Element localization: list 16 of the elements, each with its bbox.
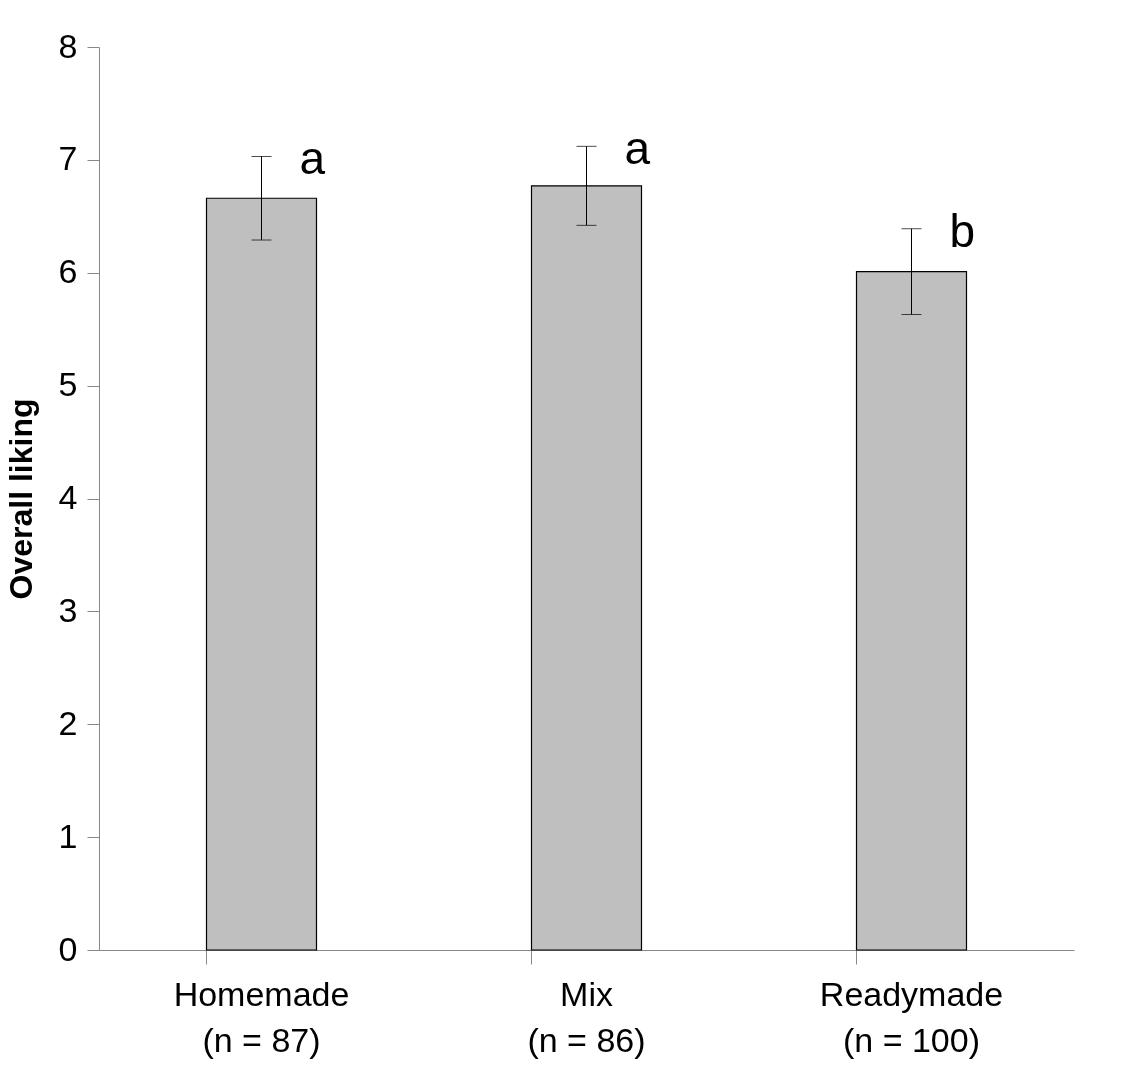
annotation: a	[624, 122, 651, 175]
y-tick-label: 4	[58, 478, 78, 516]
y-tick-label: 5	[58, 365, 78, 404]
y-tick-label: 8	[58, 26, 78, 65]
y-tick-label: 3	[58, 590, 78, 629]
y-tick-label: 1	[58, 816, 78, 855]
y-tick-label: 2	[58, 703, 78, 742]
x-tick-label: Readymade (n = 100)	[819, 974, 1004, 1059]
y-tick-label: 0	[58, 929, 78, 968]
annotation: a	[299, 132, 326, 185]
y-tick-label: 6	[58, 252, 78, 291]
annotation: b	[949, 204, 976, 257]
y-axis-title: Overall liking	[2, 398, 39, 600]
x-tick-label: Homemade (n = 87)	[173, 974, 350, 1059]
x-tick-label: Mix (n = 86)	[527, 974, 646, 1059]
y-tick-label: 7	[58, 139, 78, 178]
